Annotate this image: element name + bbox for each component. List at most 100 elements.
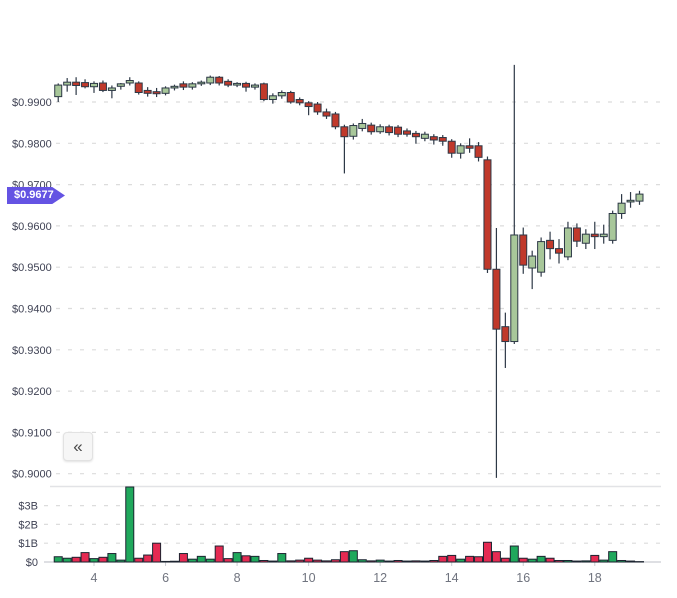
volume-bar-up (125, 486, 135, 563)
volume-bar-up (608, 551, 618, 563)
candle-down (555, 248, 564, 254)
candle-down (367, 124, 376, 133)
candle-down (313, 103, 322, 113)
volume-bar-down (545, 557, 555, 563)
candle-down (72, 81, 81, 86)
volume-bar-down (500, 557, 510, 563)
volume-bar-down (438, 555, 448, 563)
volume-bar-down (384, 560, 394, 563)
candle-up (188, 83, 197, 88)
candle-down (438, 137, 447, 142)
candle-down (295, 99, 304, 104)
candle-down (259, 83, 268, 101)
candle-down (394, 126, 403, 135)
price-axis-label: $0.9200 (12, 386, 52, 398)
price-axis-label: $0.9800 (12, 138, 52, 150)
volume-bar-up (563, 559, 573, 563)
volume-bar-down (590, 554, 600, 563)
price-axis-label: $0.9000 (12, 469, 52, 481)
volume-bar-down (572, 560, 582, 563)
candle-up (116, 83, 125, 87)
volume-bar-up (277, 553, 287, 563)
candle-down (546, 239, 555, 250)
volume-bar-down (259, 559, 269, 563)
candle-down (590, 233, 599, 238)
candle-down (242, 82, 251, 88)
volume-bar-down (214, 545, 224, 563)
candle-up (537, 241, 546, 273)
candle-down (465, 145, 474, 149)
candle-up (90, 82, 98, 88)
volume-bar-down (241, 555, 251, 563)
collapse-panel-button[interactable]: « (63, 432, 93, 461)
volume-bar-down (474, 556, 484, 563)
volume-bar-up (89, 558, 99, 563)
volume-bar-up (348, 550, 358, 563)
candle-down (483, 159, 492, 270)
candle-down (474, 145, 483, 158)
volume-bar-up (420, 560, 430, 563)
volume-bar-down (518, 557, 528, 563)
x-axis-label: 14 (445, 571, 459, 585)
volume-bar-down (178, 553, 188, 563)
candle-up (197, 81, 206, 85)
volume-bar-down (80, 552, 90, 563)
x-axis-label: 4 (91, 571, 98, 585)
x-axis-label: 10 (302, 571, 316, 585)
price-axis-label: $0.9900 (12, 97, 52, 109)
volume-bar-down (482, 541, 492, 563)
candle-down (98, 82, 107, 91)
candle-up (376, 126, 385, 133)
volume-bar-up (161, 560, 171, 563)
volume-bar-up (599, 559, 609, 563)
volume-bar-up (107, 553, 117, 563)
candle-down (81, 82, 90, 88)
candle-up (358, 122, 367, 129)
candle-up (63, 81, 72, 86)
price-axis-label: $0.9300 (12, 345, 52, 357)
x-axis-label: 6 (162, 571, 169, 585)
candle-up (125, 80, 134, 84)
volume-bar-up (62, 557, 72, 563)
candle-up (420, 133, 429, 139)
volume-bar-up (53, 556, 63, 563)
candle-up (206, 76, 215, 84)
candle-up (170, 85, 179, 89)
candle-down (215, 76, 224, 84)
candle-down (134, 82, 143, 94)
volume-bar-up (626, 560, 636, 563)
volume-bar-down (402, 560, 412, 563)
candle-up (456, 145, 465, 154)
candle-down (152, 91, 161, 95)
x-axis-label: 18 (588, 571, 602, 585)
candle-up (581, 233, 590, 244)
price-axis-label: $0.9100 (12, 427, 52, 439)
candle-down (224, 80, 233, 86)
volume-bar-down (447, 554, 457, 563)
candle-down (447, 140, 456, 154)
candle-down (402, 130, 411, 135)
volume-bar-down (429, 559, 439, 563)
candle-down (492, 268, 501, 330)
candle-down (572, 227, 581, 242)
volume-bar-down (313, 559, 323, 563)
volume-bar-down (491, 551, 501, 563)
volume-bar-down (322, 560, 332, 563)
volume-bar-down (143, 554, 153, 563)
volume-bar-down (223, 558, 233, 563)
candle-up (635, 193, 644, 202)
candle-down (286, 92, 295, 103)
volume-bar-up (375, 559, 385, 563)
volume-bar-up (250, 555, 260, 563)
candle-up (608, 213, 617, 241)
volume-axis-label: $0 (26, 557, 38, 569)
volume-bar-up (357, 559, 367, 563)
candle-up (268, 95, 277, 101)
volume-bar-down (465, 555, 475, 563)
volume-bar-up (456, 558, 466, 563)
candle-down (501, 326, 510, 343)
volume-bar-up (116, 559, 126, 563)
volume-axis-label: $3B (18, 501, 38, 513)
chevron-double-left-icon: « (73, 436, 83, 456)
